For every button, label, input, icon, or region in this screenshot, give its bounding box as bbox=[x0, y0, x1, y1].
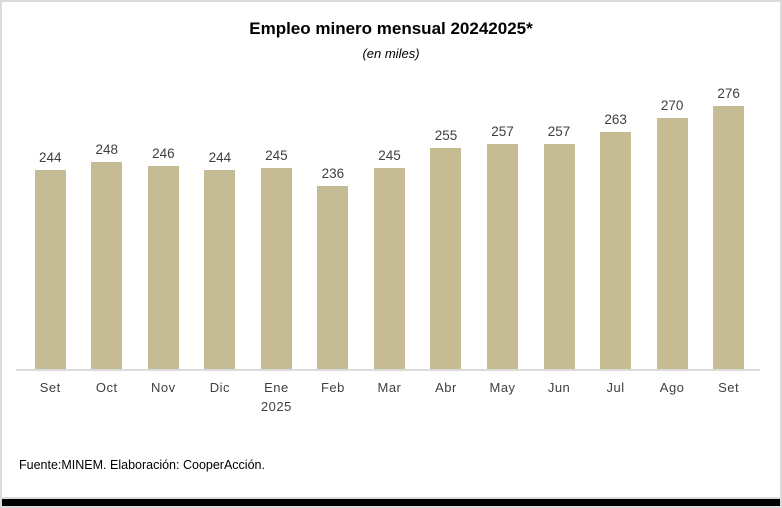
bar-value-label: 270 bbox=[660, 98, 684, 113]
bar-value-label: 255 bbox=[434, 128, 458, 143]
x-axis-label: Feb bbox=[320, 380, 345, 395]
bar bbox=[430, 148, 462, 369]
bottom-black-bar bbox=[2, 499, 780, 506]
bar-group: 270 bbox=[644, 68, 701, 369]
bar-group: 244 bbox=[192, 68, 249, 369]
plot-area: 244 248 246 244 245 236 245 255 257 257 263 270 276 bbox=[22, 68, 757, 369]
source-note: Fuente:MINEM. Elaboración: CooperAcción. bbox=[19, 458, 265, 472]
bottom-gray-divider bbox=[2, 497, 780, 499]
x-axis-label: Oct bbox=[95, 380, 118, 395]
x-axis-label: Set bbox=[718, 380, 740, 395]
x-axis-label: Set bbox=[39, 380, 61, 395]
bar-group: 245 bbox=[361, 68, 418, 369]
x-axis-label: Nov bbox=[151, 380, 176, 395]
x-axis-label: Jul bbox=[606, 380, 625, 395]
bar-group: 245 bbox=[248, 68, 305, 369]
x-axis-label: Jun bbox=[547, 380, 571, 395]
bar-group: 276 bbox=[700, 68, 757, 369]
bar-value-label: 246 bbox=[152, 146, 175, 161]
bar-value-label: 257 bbox=[547, 124, 571, 139]
bar-value-label: 248 bbox=[95, 142, 119, 157]
bar-value-label: 257 bbox=[491, 124, 514, 139]
bar bbox=[373, 168, 405, 369]
bar bbox=[147, 166, 179, 369]
bar-group: 246 bbox=[135, 68, 192, 369]
bar-group: 248 bbox=[79, 68, 136, 369]
bar-group: 236 bbox=[305, 68, 362, 369]
x-axis-label: May bbox=[489, 380, 516, 395]
bar-group: 257 bbox=[474, 68, 531, 369]
x-axis-label: Abr bbox=[435, 380, 457, 395]
bar-value-label: 245 bbox=[378, 148, 401, 163]
bar bbox=[713, 106, 745, 369]
bar bbox=[91, 162, 123, 369]
chart-subtitle: (en miles) bbox=[362, 46, 420, 61]
bar-value-label: 236 bbox=[321, 166, 345, 181]
x-axis-sublabel: 2025 bbox=[260, 398, 292, 414]
x-axis-label: Ago bbox=[659, 380, 685, 395]
bar-value-label: 245 bbox=[265, 148, 288, 163]
bar-value-label: 276 bbox=[717, 86, 740, 101]
bar-group: 255 bbox=[418, 68, 475, 369]
bar bbox=[34, 170, 66, 369]
bar bbox=[543, 144, 575, 369]
bar-value-label: 263 bbox=[604, 112, 627, 127]
bar-value-label: 244 bbox=[208, 150, 232, 165]
bar bbox=[317, 186, 349, 369]
bar-value-label: 244 bbox=[39, 150, 62, 165]
bar bbox=[260, 168, 292, 369]
bar bbox=[656, 118, 688, 369]
bar-group: 244 bbox=[22, 68, 79, 369]
bar-group: 263 bbox=[587, 68, 644, 369]
x-axis-label: Ene 2025 bbox=[248, 379, 305, 417]
x-axis-line bbox=[16, 369, 760, 371]
x-axis-label: Dic bbox=[209, 380, 230, 395]
bar bbox=[600, 132, 632, 369]
x-axis-label: Mar bbox=[377, 380, 402, 395]
chart-title: Empleo minero mensual 20242025* bbox=[249, 19, 533, 38]
bar-group: 257 bbox=[531, 68, 588, 369]
x-axis-labels: Set Oct Nov Dic Ene 2025 Feb Mar Abr May Jun Jul Ago… bbox=[22, 379, 757, 417]
bar bbox=[487, 144, 519, 369]
bar bbox=[204, 170, 236, 369]
